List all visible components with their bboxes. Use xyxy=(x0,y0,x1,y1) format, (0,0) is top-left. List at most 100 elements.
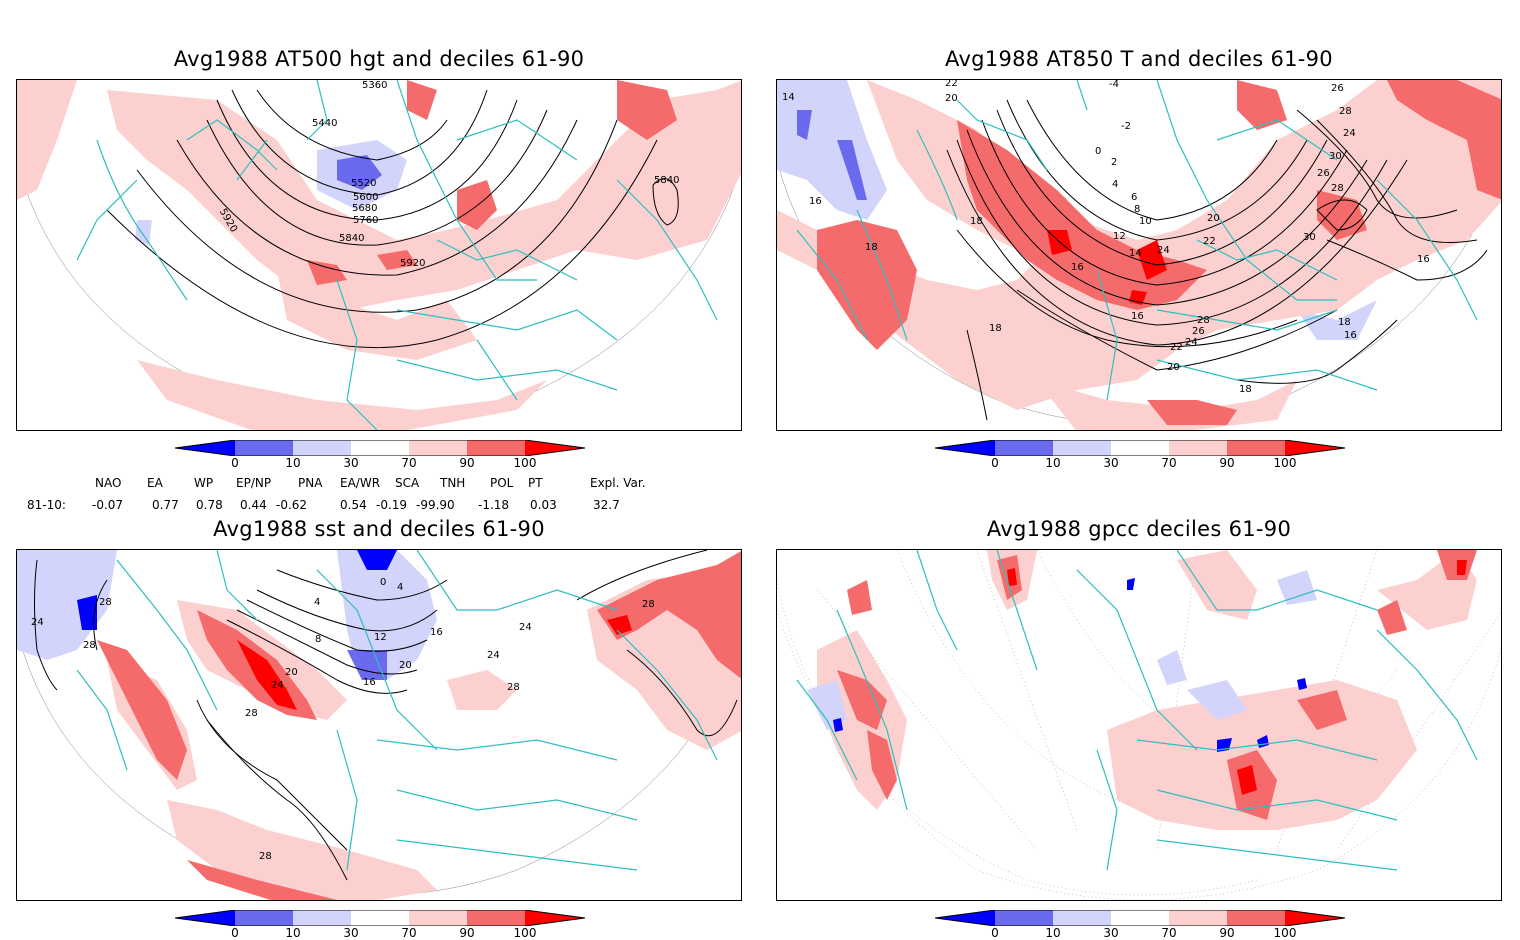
index-header-nao: NAO xyxy=(95,476,122,490)
index-header-wp: WP xyxy=(194,476,214,490)
contour-label: 8 xyxy=(315,634,321,645)
contour-label: 28 xyxy=(507,682,520,693)
colorbar-panel-2: 0 10 30 70 90 100 xyxy=(934,439,1355,480)
map-panel-sst: 24 28 28 4 8 12 16 20 24 28 28 24 28 28 … xyxy=(16,549,742,901)
colorbar-tick: 10 xyxy=(285,926,301,940)
panel-3-title: Avg1988 sst and deciles 61-90 xyxy=(213,517,545,541)
index-header-expl-var: Expl. Var. xyxy=(590,476,646,490)
contour-label: 2 xyxy=(1111,157,1117,168)
contour-label: 30 xyxy=(1303,232,1316,243)
contour-label: 18 xyxy=(1239,384,1252,395)
index-header-ea: EA xyxy=(147,476,163,490)
contour-label: 0 xyxy=(1095,146,1101,157)
index-value-ea: 0.77 xyxy=(152,498,179,512)
colorbar-tick: 70 xyxy=(401,926,417,940)
contour-label: 24 xyxy=(1343,128,1356,139)
contour-label: 5520 xyxy=(351,178,376,189)
map-panel-at500-hgt: 5360 5440 5520 5600 5680 5760 5840 5920 … xyxy=(16,79,742,431)
colorbar-tick: 100 xyxy=(513,926,537,940)
contour-label: 22 xyxy=(1170,342,1183,353)
colorbar-tick: 30 xyxy=(1103,456,1119,470)
index-value-wp: 0.78 xyxy=(196,498,223,512)
colorbar-tick: 0 xyxy=(231,456,239,470)
contour-label: 28 xyxy=(1197,315,1210,326)
contour-label: 20 xyxy=(399,660,412,671)
colorbar-scale xyxy=(934,439,1346,457)
contour-label: 16 xyxy=(1071,262,1084,273)
colorbar-tick: 90 xyxy=(1219,456,1235,470)
contour-label: 5440 xyxy=(312,118,337,129)
colorbar-tick: 90 xyxy=(1219,926,1235,940)
panel-2-title: Avg1988 AT850 T and deciles 61-90 xyxy=(945,47,1333,71)
contour-label: 5360 xyxy=(362,80,387,91)
contour-label: 24 xyxy=(31,617,44,628)
map-panel-gpcc xyxy=(776,549,1502,901)
index-header-pol: POL xyxy=(490,476,514,490)
index-value-pt: 0.03 xyxy=(530,498,557,512)
contour-label: 18 xyxy=(970,216,983,227)
colorbar-tick: 10 xyxy=(1045,456,1061,470)
contour-label: 6 xyxy=(1131,192,1137,203)
colorbar-tick: 100 xyxy=(1273,926,1297,940)
index-header-sca: SCA xyxy=(395,476,420,490)
contour-label: -4 xyxy=(1109,80,1119,90)
contour-label: 20 xyxy=(945,93,958,104)
index-header-tnh: TNH xyxy=(440,476,466,490)
contour-label: 12 xyxy=(1113,231,1126,242)
contour-label: 20 xyxy=(1207,213,1220,224)
colorbar-tick: 90 xyxy=(459,456,475,470)
index-value-expl-var: 32.7 xyxy=(593,498,620,512)
index-value-nao: -0.07 xyxy=(92,498,124,512)
contour-label: 30 xyxy=(1329,151,1342,162)
panel-1-title: Avg1988 AT500 hgt and deciles 61-90 xyxy=(173,47,585,71)
contour-label: 18 xyxy=(989,323,1002,334)
colorbar-panel-1: 0 10 30 70 90 100 xyxy=(174,439,595,480)
contour-label: 16 xyxy=(1417,254,1430,265)
contour-label: 26 xyxy=(1192,326,1205,337)
colorbar-tick: 90 xyxy=(459,926,475,940)
contour-label: 24 xyxy=(487,650,500,661)
colorbar-tick: 30 xyxy=(343,456,359,470)
contour-label: 28 xyxy=(99,597,112,608)
contour-label: 28 xyxy=(259,851,272,862)
contour-label: 28 xyxy=(1331,183,1344,194)
contour-label: 26 xyxy=(1331,83,1344,94)
index-value-sca: -0.19 xyxy=(376,498,408,512)
colorbar-scale xyxy=(174,909,586,927)
contour-label: 24 xyxy=(1157,245,1170,256)
contour-label: 28 xyxy=(642,599,655,610)
colorbar-tick: 10 xyxy=(285,456,301,470)
index-row-label: 81-10: xyxy=(27,498,66,512)
colorbar-tick: 100 xyxy=(1273,456,1297,470)
contour-label: 16 xyxy=(363,677,376,688)
contour-label: 16 xyxy=(430,627,443,638)
contour-label: 4 xyxy=(397,582,403,593)
index-value-tnh: -99.90 xyxy=(416,498,455,512)
contour-label: 5840 xyxy=(339,233,364,244)
colorbar-tick: 70 xyxy=(1161,456,1177,470)
contour-label: 5680 xyxy=(352,203,377,214)
colorbar-tick: 0 xyxy=(991,926,999,940)
contour-label: 28 xyxy=(1339,106,1352,117)
contour-label: 8 xyxy=(1134,204,1140,215)
contour-label: 14 xyxy=(1129,248,1142,259)
colorbar-tick: 0 xyxy=(231,926,239,940)
contour-label: 12 xyxy=(374,632,387,643)
contour-label: 10 xyxy=(1139,216,1152,227)
colorbar-scale xyxy=(174,439,586,457)
index-header-eawr: EA/WR xyxy=(340,476,381,490)
map-panel-at850-t: 14 16 18 20 22 -4 -2 0 2 4 6 8 10 12 14 … xyxy=(776,79,1502,431)
contour-label: 22 xyxy=(1203,236,1216,247)
index-header-epnp: EP/NP xyxy=(236,476,272,490)
contour-label: -2 xyxy=(1121,121,1131,132)
contour-label: 20 xyxy=(285,667,298,678)
contour-label: 5760 xyxy=(353,215,378,226)
contour-label: 16 xyxy=(1344,330,1357,341)
contour-label: 28 xyxy=(83,640,96,651)
index-header-pt: PT xyxy=(528,476,543,490)
contour-label: 18 xyxy=(1338,317,1351,328)
colorbar-tick: 70 xyxy=(401,456,417,470)
index-value-pol: -1.18 xyxy=(478,498,510,512)
contour-label: 20 xyxy=(1167,362,1180,373)
contour-label: 28 xyxy=(245,708,258,719)
